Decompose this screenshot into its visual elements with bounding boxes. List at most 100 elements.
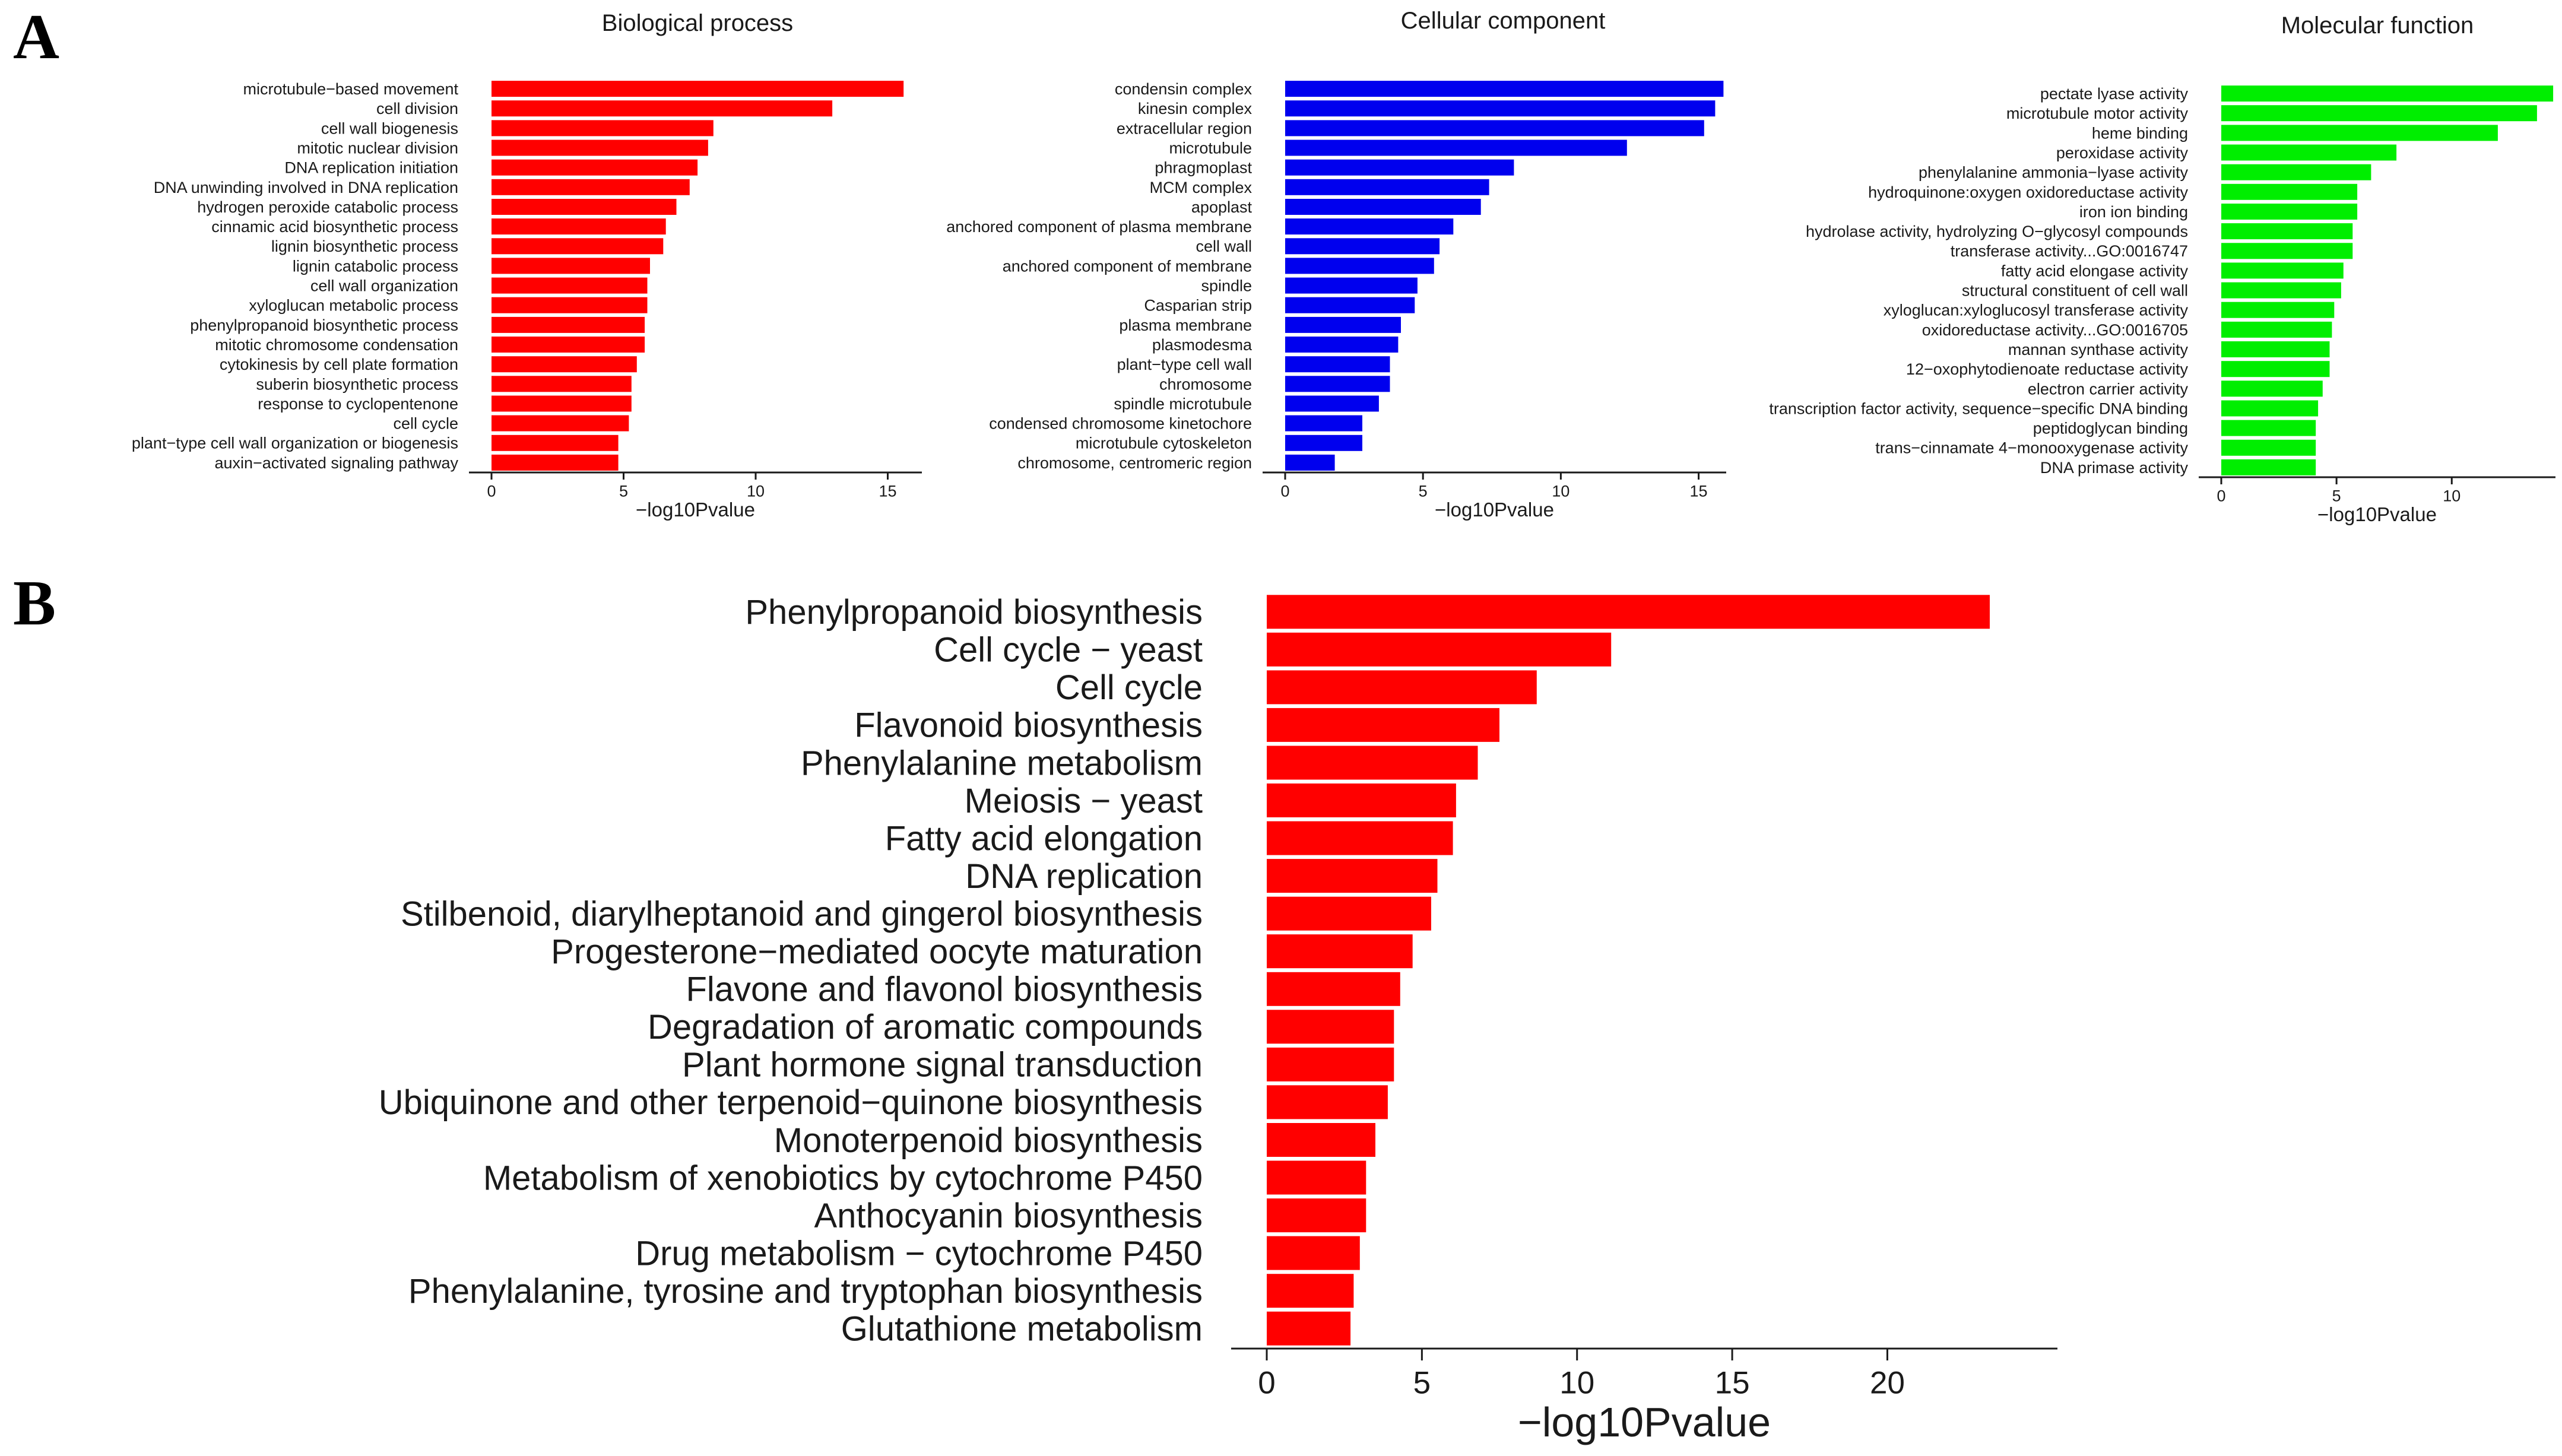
- x-tick-label: 10: [2443, 487, 2460, 505]
- panel-a-label: A: [13, 2, 59, 72]
- x-tick-label: 0: [1258, 1366, 1275, 1401]
- category-label: mannan synthase activity: [2008, 341, 2189, 359]
- cellular-component-chart: Cellular component condensin complex kines…: [946, 8, 1726, 521]
- biological-process-chart: Biological process microtubule−based move…: [132, 10, 922, 521]
- x-tick-label: 10: [747, 482, 765, 500]
- category-label: microtubule cytoskeleton: [1076, 434, 1252, 452]
- category-label: Stilbenoid, diarylheptanoid and gingerol…: [401, 895, 1203, 934]
- bar: [492, 337, 645, 353]
- chart-title: Cellular component: [1401, 8, 1606, 34]
- bar: [1267, 972, 1400, 1006]
- category-label: iron ion binding: [2079, 203, 2188, 221]
- bar: [1267, 896, 1431, 931]
- bar: [1285, 218, 1454, 235]
- category-label: MCM complex: [1149, 179, 1252, 196]
- category-label: DNA replication: [965, 857, 1203, 896]
- category-label: 12−oxophytodienoate reductase activity: [1906, 360, 2189, 378]
- category-label: Phenylpropanoid biosynthesis: [745, 593, 1203, 632]
- bar: [1285, 258, 1434, 274]
- bar: [2221, 183, 2358, 200]
- category-label: hydroquinone:oxygen oxidoreductase activ…: [1868, 183, 2188, 201]
- category-label: anchored component of membrane: [1003, 257, 1252, 275]
- bar: [1285, 395, 1379, 412]
- bar: [1267, 670, 1537, 705]
- bar: [2221, 420, 2316, 436]
- bar: [1285, 81, 1724, 97]
- category-label: Degradation of aromatic compounds: [648, 1008, 1203, 1046]
- bar: [1267, 1123, 1375, 1157]
- category-label: phenylalanine ammonia−lyase activity: [1919, 164, 2189, 182]
- category-label: spindle microtubule: [1114, 395, 1252, 413]
- category-label: Ubiquinone and other terpenoid−quinone b…: [379, 1083, 1203, 1122]
- bar: [1285, 179, 1489, 195]
- x-tick-label: 5: [1413, 1366, 1431, 1401]
- bar: [492, 376, 632, 392]
- bar: [492, 395, 632, 412]
- category-label: suberin biosynthetic process: [256, 375, 458, 393]
- bar: [1267, 708, 1499, 742]
- bar: [492, 316, 645, 333]
- bar: [2221, 361, 2330, 378]
- bar: [492, 277, 648, 294]
- category-label: Cell cycle: [1055, 668, 1203, 707]
- category-label: microtubule motor activity: [2006, 104, 2189, 122]
- category-label: Flavonoid biosynthesis: [854, 706, 1203, 745]
- x-axis-label: −log10Pvalue: [636, 499, 755, 521]
- category-label: Flavone and flavonol biosynthesis: [686, 970, 1203, 1009]
- bar: [2221, 459, 2316, 475]
- category-label: lignin biosynthetic process: [271, 237, 458, 255]
- bar: [2221, 302, 2335, 318]
- category-label: plasma membrane: [1119, 316, 1252, 334]
- bar: [2221, 85, 2554, 102]
- bar: [2221, 282, 2341, 299]
- category-label: xyloglucan metabolic process: [249, 297, 458, 315]
- x-tick-label: 5: [1419, 482, 1428, 500]
- category-label: Metabolism of xenobiotics by cytochrome …: [483, 1159, 1203, 1197]
- x-tick-label: 5: [619, 482, 628, 500]
- bar: [2221, 321, 2332, 338]
- category-label: Glutathione metabolism: [841, 1310, 1203, 1349]
- bar: [492, 415, 629, 432]
- bar: [1267, 1047, 1394, 1081]
- bar: [1267, 859, 1438, 893]
- category-label: response to cyclopentenone: [258, 395, 458, 413]
- category-label: auxin−activated signaling pathway: [214, 454, 458, 472]
- bar: [2221, 125, 2498, 141]
- category-label: hydrolase activity, hydrolyzing O−glycos…: [1806, 223, 2188, 240]
- bar: [1285, 277, 1418, 294]
- x-axis-label: −log10Pvalue: [1518, 1399, 1771, 1445]
- category-label: Monoterpenoid biosynthesis: [774, 1121, 1203, 1160]
- bar: [1285, 415, 1362, 432]
- category-label: hydrogen peroxide catabolic process: [197, 198, 458, 216]
- bar: [1285, 337, 1399, 353]
- bar: [2221, 380, 2323, 397]
- bar: [2221, 400, 2319, 417]
- bar: [1285, 356, 1390, 373]
- panel-b-label: B: [13, 568, 56, 639]
- bar: [492, 454, 619, 471]
- category-label: Drug metabolism − cytochrome P450: [635, 1234, 1203, 1273]
- category-label: trans−cinnamate 4−monooxygenase activity: [1875, 439, 2188, 457]
- bar: [492, 297, 648, 313]
- bar: [492, 81, 904, 97]
- chart-title: Molecular function: [2281, 12, 2474, 39]
- category-label: chromosome: [1159, 375, 1252, 393]
- bar: [492, 218, 666, 235]
- bar: [1285, 297, 1415, 313]
- bar: [2221, 164, 2371, 180]
- category-label: microtubule: [1169, 139, 1252, 157]
- bar: [1267, 1160, 1366, 1195]
- category-label: condensin complex: [1115, 80, 1253, 98]
- category-label: cell division: [376, 100, 458, 118]
- bar: [1267, 1198, 1366, 1233]
- x-tick-label: 20: [1870, 1366, 1905, 1401]
- bar: [1285, 100, 1716, 117]
- category-label: cytokinesis by cell plate formation: [220, 356, 458, 373]
- bar: [1285, 199, 1481, 215]
- bar: [492, 258, 650, 274]
- category-label: extracellular region: [1117, 119, 1252, 137]
- category-label: Anthocyanin biosynthesis: [814, 1197, 1203, 1235]
- x-tick-label: 0: [1280, 482, 1289, 500]
- bar: [1267, 746, 1478, 780]
